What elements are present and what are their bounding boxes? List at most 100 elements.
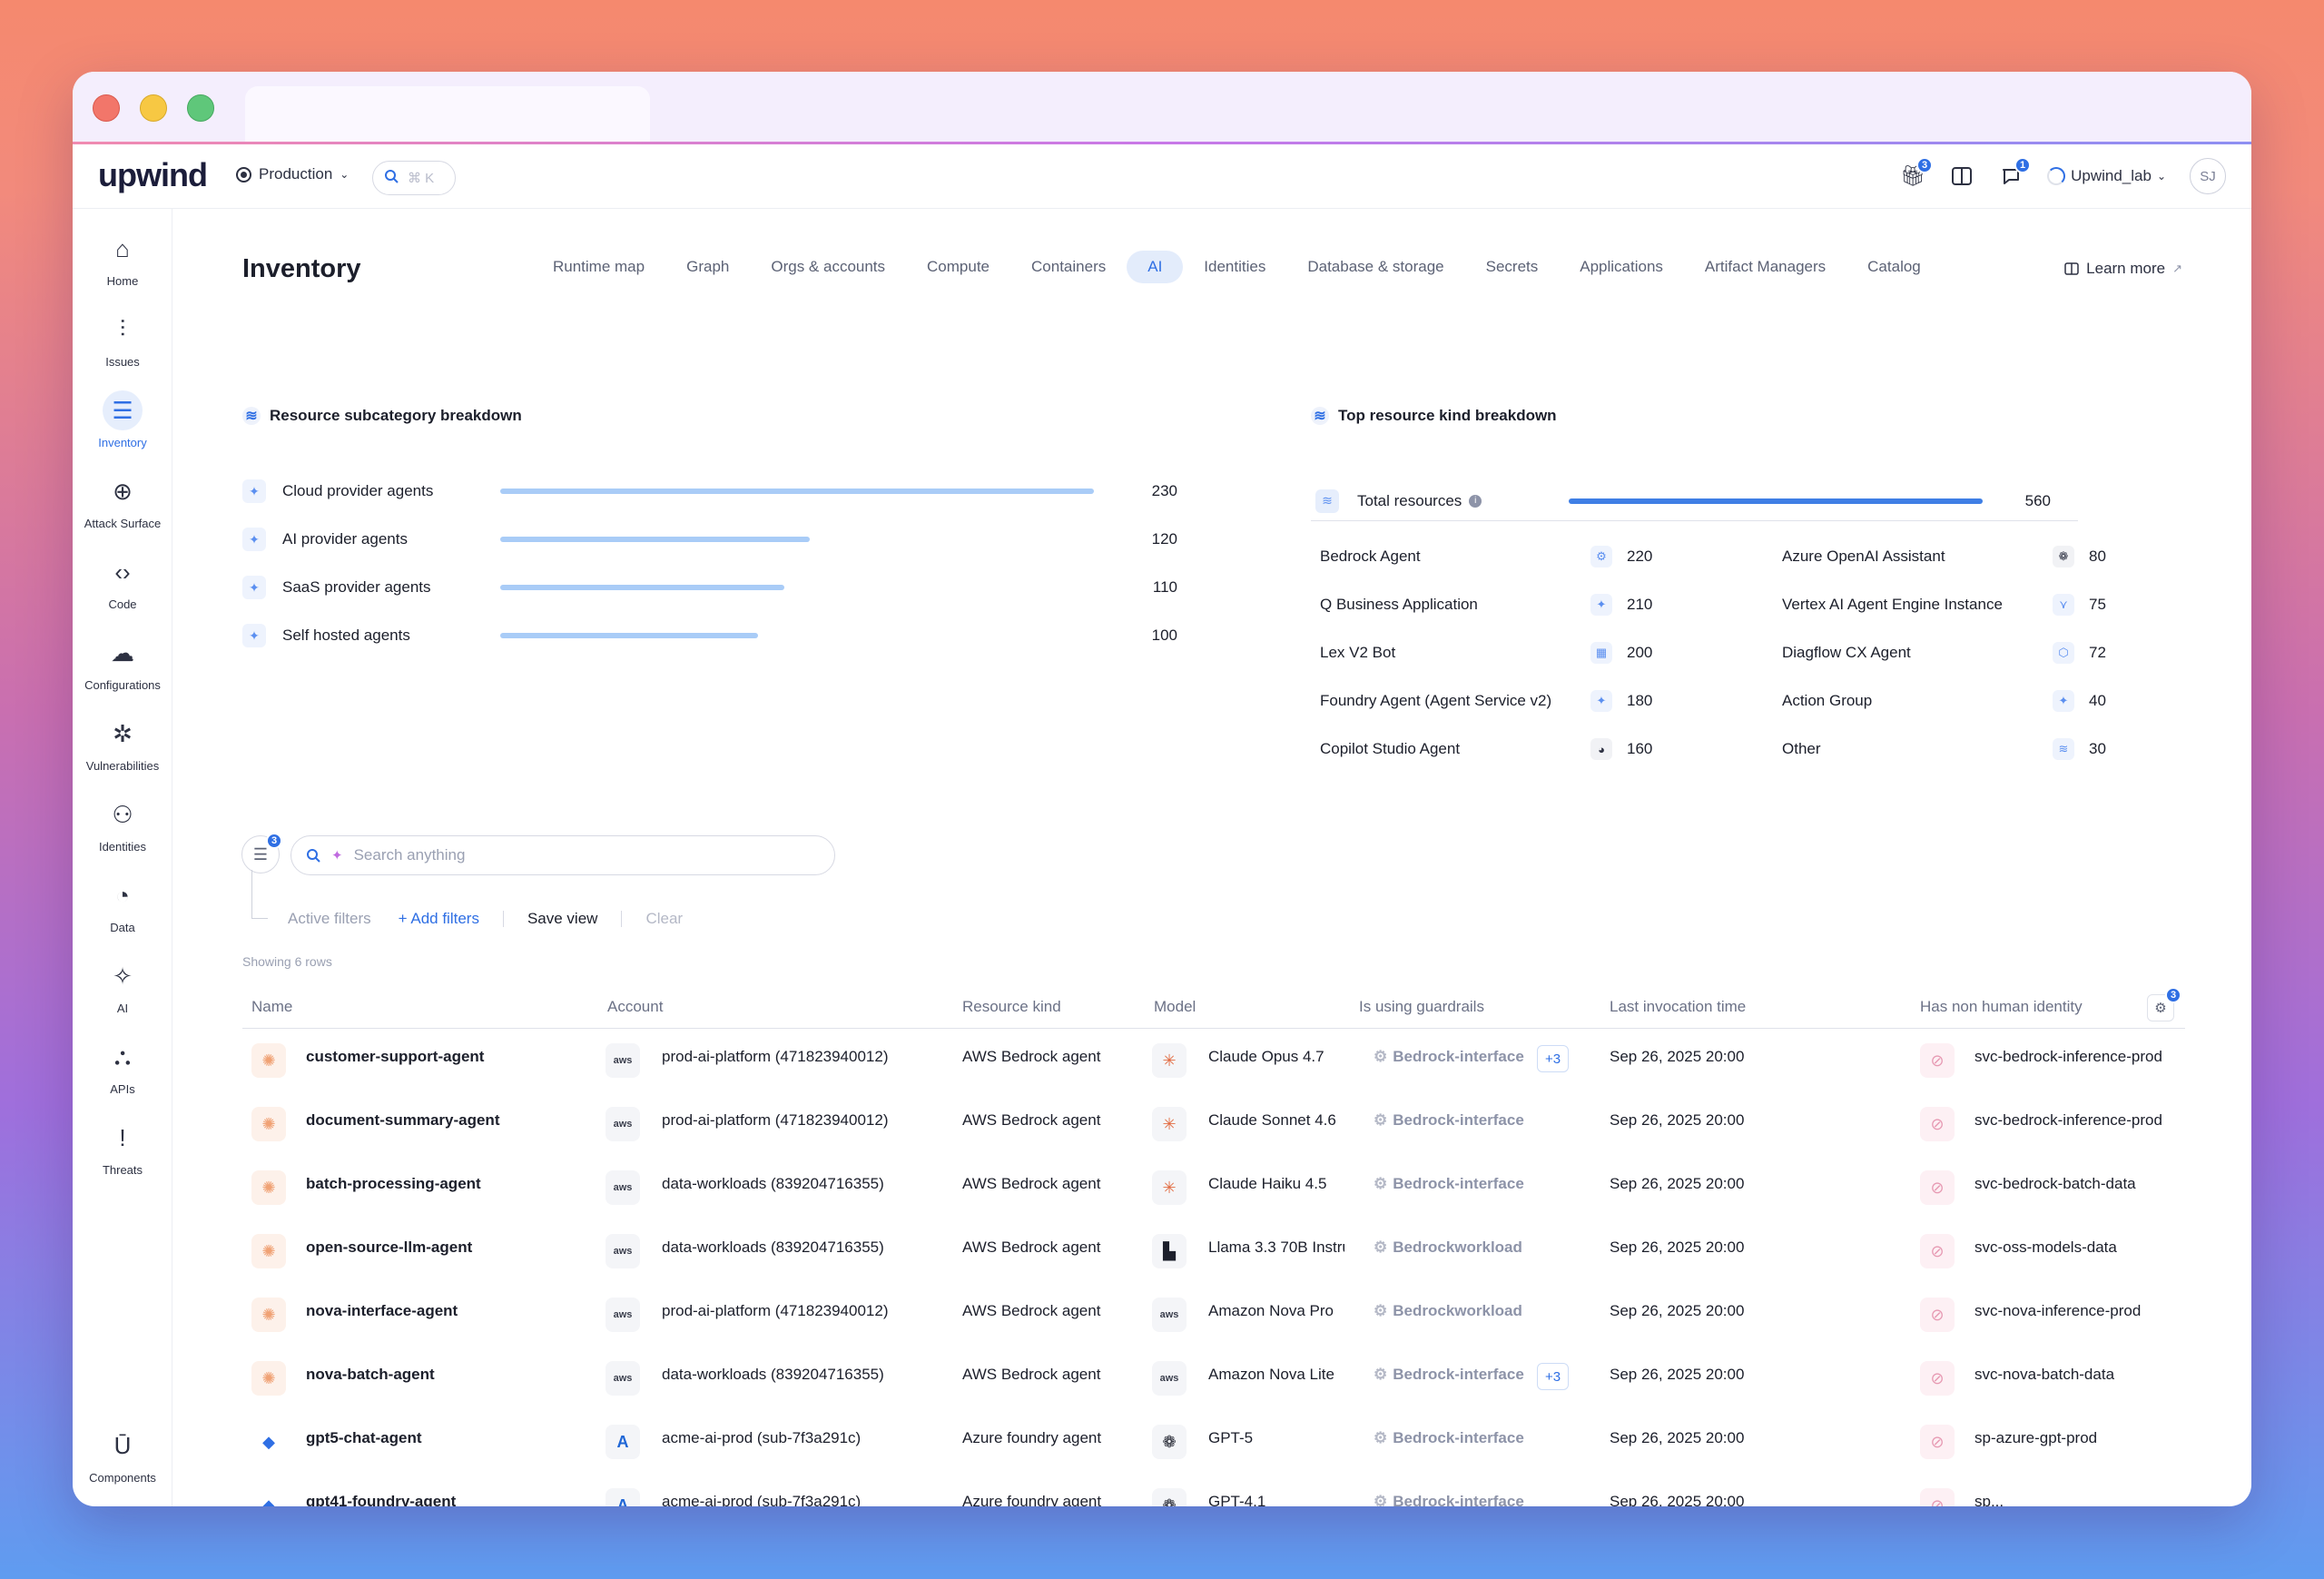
more-guardrails-button[interactable]: +3 xyxy=(1537,1363,1570,1390)
column-header-is-using-guardrails[interactable]: Is using guardrails xyxy=(1359,998,1484,1015)
guardrail-tag[interactable]: ⚙︎ Bedrockworkload xyxy=(1374,1302,1537,1320)
tab-graph[interactable]: Graph xyxy=(686,258,730,275)
avatar[interactable]: SJ xyxy=(2190,158,2226,194)
resource-kind-item[interactable]: Diagflow CX Agent ⬡ 72 xyxy=(1782,639,2106,666)
browser-tab[interactable] xyxy=(245,86,650,144)
resource-name-link[interactable]: gpt5-chat-agent xyxy=(306,1429,422,1446)
resource-kind-item[interactable]: Bedrock Agent ⚙︎ 220 xyxy=(1320,543,1652,570)
chat-button[interactable]: 1 xyxy=(1998,157,2032,189)
search-input[interactable]: ✦ Search anything xyxy=(290,835,835,875)
guardrail-tag[interactable]: ⚙︎ Bedrock-interface xyxy=(1374,1493,1537,1506)
tab-applications[interactable]: Applications xyxy=(1580,258,1663,275)
resource-kind-item[interactable]: Lex V2 Bot ▦ 200 xyxy=(1320,639,1652,666)
non-human-identity-link[interactable]: sp-azure-gpt-prod xyxy=(1974,1429,2098,1446)
maximize-window-button[interactable] xyxy=(187,94,214,122)
non-human-identity-link[interactable]: svc-bedrock-inference-prod xyxy=(1974,1111,2162,1129)
subcategory-row[interactable]: ✦ Self hosted agents 100 xyxy=(242,622,1177,649)
column-header-resource-kind[interactable]: Resource kind xyxy=(962,998,1061,1015)
non-human-identity-link[interactable]: svc-nova-batch-data xyxy=(1974,1366,2115,1383)
table-row[interactable]: ✺ document-summary-agent aws prod-ai-platfo… xyxy=(242,1092,2185,1156)
sidebar-item-apis[interactable]: ⛬ APIs xyxy=(73,1037,172,1096)
resource-kind-item[interactable]: Action Group ✦ 40 xyxy=(1782,687,2106,715)
sidebar-item-data[interactable]: ◔ Data xyxy=(73,875,172,935)
resource-name-link[interactable]: open-source-llm-agent xyxy=(306,1239,473,1256)
add-filters-button[interactable]: + Add filters xyxy=(398,910,479,927)
guardrail-tag[interactable]: ⚙︎ Bedrock-interface xyxy=(1374,1366,1537,1384)
subcategory-row[interactable]: ✦ AI provider agents 120 xyxy=(242,526,1177,553)
minimize-window-button[interactable] xyxy=(140,94,167,122)
resource-kind-item[interactable]: Foundry Agent (Agent Service v2) ✦ 180 xyxy=(1320,687,1652,715)
non-human-identity-link[interactable]: sp... xyxy=(1974,1493,2004,1506)
sidebar-item-components[interactable]: Ū Components xyxy=(73,1426,172,1485)
resource-name-link[interactable]: nova-interface-agent xyxy=(306,1302,458,1319)
subcategory-row[interactable]: ✦ Cloud provider agents 230 xyxy=(242,478,1177,505)
docs-button[interactable] xyxy=(1949,163,1974,189)
sidebar-item-identities[interactable]: ⚇ Identities xyxy=(73,794,172,854)
resource-name-link[interactable]: batch-processing-agent xyxy=(306,1175,481,1192)
org-selector[interactable]: Upwind_lab ⌄ xyxy=(2047,167,2166,185)
sidebar-item-ai[interactable]: ✧ AI xyxy=(73,956,172,1016)
sidebar-item-vulnerabilities[interactable]: ✲ Vulnerabilities xyxy=(73,714,172,774)
learn-more-link[interactable]: Learn more ↗ xyxy=(2064,260,2182,278)
guardrail-tag[interactable]: ⚙︎ Bedrock-interface xyxy=(1374,1111,1537,1130)
tab-artifact-managers[interactable]: Artifact Managers xyxy=(1704,258,1827,275)
sidebar-item-inventory[interactable]: ☰ Inventory xyxy=(73,390,172,449)
guardrail-tag[interactable]: ⚙︎ Bedrockworkload xyxy=(1374,1239,1537,1257)
sidebar-item-threats[interactable]: ! Threats xyxy=(73,1118,172,1178)
resource-kind-item[interactable]: Azure OpenAI Assistant ❁ 80 xyxy=(1782,543,2106,570)
column-header-model[interactable]: Model xyxy=(1154,998,1196,1015)
environment-selector[interactable]: Production ⌄ xyxy=(236,165,349,183)
upwind-logo[interactable]: upwind xyxy=(98,156,208,194)
subcategory-row[interactable]: ✦ SaaS provider agents 110 xyxy=(242,574,1177,601)
table-row[interactable]: ✺ open-source-llm-agent aws data-workloads … xyxy=(242,1219,2185,1283)
tab-secrets[interactable]: Secrets xyxy=(1485,258,1539,275)
tab-orgs-accounts[interactable]: Orgs & accounts xyxy=(771,258,886,275)
table-row[interactable]: ✺ nova-interface-agent aws prod-ai-platform… xyxy=(242,1283,2185,1347)
table-row[interactable]: ✺ customer-support-agent aws prod-ai-platfo… xyxy=(242,1029,2185,1092)
close-window-button[interactable] xyxy=(93,94,120,122)
guardrail-tag[interactable]: ⚙︎ Bedrock-interface xyxy=(1374,1175,1537,1193)
guardrail-tag[interactable]: ⚙︎ Bedrock-interface xyxy=(1374,1429,1537,1447)
non-human-identity-link[interactable]: svc-oss-models-data xyxy=(1974,1239,2117,1256)
tab-compute[interactable]: Compute xyxy=(927,258,990,275)
resource-kind-item[interactable]: Q Business Application ✦ 210 xyxy=(1320,591,1652,618)
sidebar-item-code[interactable]: ‹› Code xyxy=(73,552,172,612)
tab-identities[interactable]: Identities xyxy=(1204,258,1266,275)
table-row[interactable]: ✺ batch-processing-agent aws data-workloads… xyxy=(242,1156,2185,1219)
non-human-identity-link[interactable]: svc-bedrock-inference-prod xyxy=(1974,1048,2162,1065)
sidebar-item-attack-surface[interactable]: ⊕ Attack Surface xyxy=(73,471,172,531)
sidebar-item-configurations[interactable]: ☁︎ Configurations xyxy=(73,633,172,693)
resource-name-link[interactable]: document-summary-agent xyxy=(306,1111,500,1129)
non-human-identity-link[interactable]: svc-nova-inference-prod xyxy=(1974,1302,2142,1319)
resource-kind-item[interactable]: Other ≋ 30 xyxy=(1782,735,2106,763)
resource-name-link[interactable]: nova-batch-agent xyxy=(306,1366,435,1383)
command-search-button[interactable]: ⌘ K xyxy=(372,161,456,195)
column-header-name[interactable]: Name xyxy=(251,998,293,1015)
column-header-last-invocation-time[interactable]: Last invocation time xyxy=(1610,998,1747,1015)
tab-containers[interactable]: Containers xyxy=(1031,258,1107,275)
tab-runtime-map[interactable]: Runtime map xyxy=(553,258,645,275)
resource-name-link[interactable]: gpt41-foundry-agent xyxy=(306,1493,457,1506)
tab-catalog[interactable]: Catalog xyxy=(1867,258,1921,275)
save-view-button[interactable]: Save view xyxy=(527,910,598,927)
guardrail-tag[interactable]: ⚙︎ Bedrock-interface xyxy=(1374,1048,1537,1066)
resource-name-link[interactable]: customer-support-agent xyxy=(306,1048,485,1065)
info-icon[interactable]: i xyxy=(1469,494,1482,508)
gift-button[interactable]: 🎁︎ 3 xyxy=(1900,157,1934,189)
tab-database-storage[interactable]: Database & storage xyxy=(1307,258,1444,275)
sidebar-item-issues[interactable]: ⫶ Issues xyxy=(73,310,172,369)
resource-kind-item[interactable]: Vertex AI Agent Engine Instance ⋎ 75 xyxy=(1782,591,2106,618)
non-human-identity-link[interactable]: svc-bedrock-batch-data xyxy=(1974,1175,2136,1192)
column-settings-button[interactable]: ⚙︎ 3 xyxy=(2147,987,2181,1021)
table-row[interactable]: ✺ nova-batch-agent aws data-workloads (8392… xyxy=(242,1347,2185,1410)
column-header-has-non-human-identity[interactable]: Has non human identity xyxy=(1920,998,2083,1015)
clear-button[interactable]: Clear xyxy=(645,910,684,927)
filter-button[interactable]: ☰ 3 xyxy=(241,833,282,873)
more-guardrails-button[interactable]: +3 xyxy=(1537,1045,1570,1072)
tab-ai[interactable]: AI xyxy=(1127,251,1184,283)
resource-kind-item[interactable]: Copilot Studio Agent ◕ 160 xyxy=(1320,735,1652,763)
sidebar-item-home[interactable]: ⌂ Home xyxy=(73,229,172,289)
column-header-account[interactable]: Account xyxy=(607,998,664,1015)
